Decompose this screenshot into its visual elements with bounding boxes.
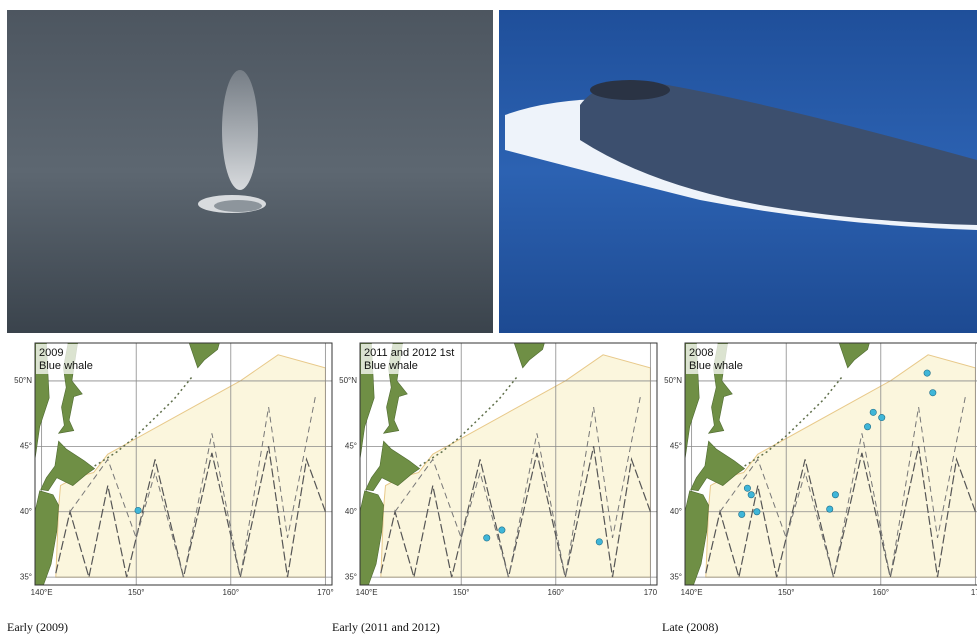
photo-spout	[7, 10, 493, 333]
x-tick-label: 150°	[128, 588, 145, 597]
sighting	[748, 492, 754, 498]
photo-whale-back	[499, 10, 977, 333]
x-tick-label: 170	[644, 588, 658, 597]
y-tick-label: 50°N	[339, 376, 357, 385]
sighting	[832, 492, 838, 498]
y-tick-label: 50°N	[14, 376, 32, 385]
sighting	[739, 511, 745, 517]
sighting	[879, 414, 885, 420]
sighting	[864, 424, 870, 430]
sighting	[499, 527, 505, 533]
caption: Late (2008)	[662, 620, 718, 634]
sighting	[596, 539, 602, 545]
x-tick-label: 170°	[317, 588, 334, 597]
sighting	[754, 509, 760, 515]
sighting	[484, 535, 490, 541]
y-tick-label: 50°N	[664, 376, 682, 385]
x-tick-label: 160°	[548, 588, 565, 597]
x-tick-label: 160°	[873, 588, 890, 597]
map-year: 2009	[39, 347, 63, 359]
x-tick-label: 140°E	[681, 588, 703, 597]
y-tick-label: 35°	[345, 572, 357, 581]
sighting	[924, 370, 930, 376]
x-tick-label: 160°	[223, 588, 240, 597]
sighting	[744, 485, 750, 491]
map-year: 2011 and 2012 1st	[364, 347, 454, 359]
y-tick-label: 45°	[670, 441, 682, 450]
map: 140°E 150° 160° 170 50°N 45° 40° 35° 2011 and 20…	[332, 343, 658, 634]
map-species: Blue whale	[689, 360, 743, 372]
x-tick-label: 17	[971, 588, 977, 597]
x-tick-label: 150°	[778, 588, 795, 597]
y-tick-label: 35°	[670, 572, 682, 581]
map-species: Blue whale	[39, 360, 93, 372]
y-tick-label: 40°	[345, 507, 357, 516]
figure: 140°E150°160°170°50°N45°40°35°2009Blue w…	[0, 0, 977, 640]
x-tick-label: 140°E	[356, 588, 378, 597]
y-tick-label: 40°	[670, 507, 682, 516]
sighting	[135, 507, 141, 513]
sighting	[930, 390, 936, 396]
y-tick-label: 35°	[20, 572, 32, 581]
caption: Early (2011 and 2012)	[332, 620, 440, 634]
map-year: 2008	[689, 347, 713, 359]
x-tick-label: 150°	[453, 588, 470, 597]
x-tick-label: 140°E	[31, 588, 53, 597]
sighting	[827, 506, 833, 512]
map-species: Blue whale	[364, 360, 418, 372]
sighting	[870, 409, 876, 415]
y-tick-label: 45°	[345, 441, 357, 450]
caption: Early (2009)	[7, 620, 68, 634]
y-tick-label: 45°	[20, 441, 32, 450]
y-tick-label: 40°	[20, 507, 32, 516]
